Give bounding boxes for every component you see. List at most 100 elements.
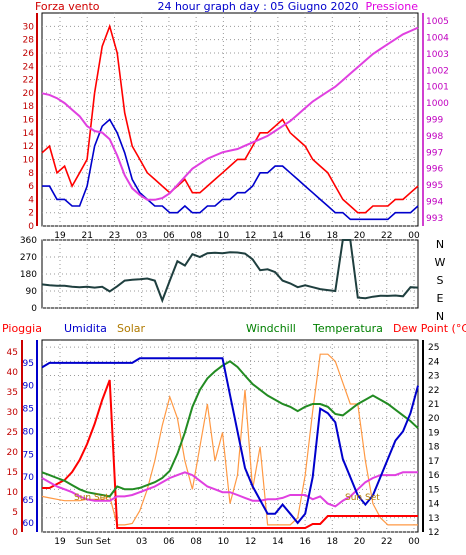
x-tick-label: 18 bbox=[327, 537, 339, 547]
x-tick-label: 21 bbox=[82, 231, 93, 241]
y-tick-rain: 20 bbox=[7, 448, 19, 458]
x-tick-label: 14 bbox=[272, 231, 284, 241]
x-tick-label: 03 bbox=[136, 537, 147, 547]
left-axis-label: Forza vento bbox=[35, 0, 100, 13]
y-tick-left: 90 bbox=[26, 287, 38, 297]
y-tick-right: 23 bbox=[428, 372, 439, 382]
compass-letter: N bbox=[436, 310, 444, 323]
x-tick-label: 00 bbox=[408, 537, 420, 547]
x-tick-label: 20 bbox=[354, 231, 366, 241]
legend-3: Pioggia Umidita Solar Windchill Temperatura D… bbox=[2, 322, 466, 335]
y-tick-left: 2 bbox=[28, 209, 34, 219]
y-tick-right: 996 bbox=[426, 165, 443, 175]
x-tick-label: 10 bbox=[218, 231, 230, 241]
legend-label: Umidita bbox=[64, 322, 107, 335]
x-tick-label: 14 bbox=[272, 537, 284, 547]
y-tick-right: 1002 bbox=[426, 66, 449, 76]
y-axis-right-1: 993 994 995 996 997 998 999 1000 1001 1002 1003 100… bbox=[422, 13, 449, 226]
y-tick-right: 18 bbox=[428, 443, 440, 453]
series-1 bbox=[41, 23, 419, 221]
y-tick-left: 270 bbox=[20, 253, 37, 263]
x-tick-label: 16 bbox=[299, 537, 311, 547]
y-tick-right: 1000 bbox=[426, 99, 449, 109]
y-tick-left: 28 bbox=[23, 36, 35, 46]
series-line-umidita bbox=[41, 357, 419, 525]
y-tick-humidity: 65 bbox=[23, 496, 34, 506]
chart-title: 24 hour graph day : 05 Giugno 2020 bbox=[157, 0, 358, 13]
x-tick-label: 22 bbox=[381, 231, 392, 241]
y-tick-rain: 30 bbox=[7, 408, 19, 418]
series-line-solar bbox=[41, 353, 418, 526]
wind-pressure-panel: Forza vento 24 hour graph day : 05 Giugn… bbox=[23, 0, 450, 241]
y-tick-right: 17 bbox=[428, 457, 439, 467]
y-tick-rain: 0 bbox=[12, 528, 18, 538]
y-tick-left: 360 bbox=[20, 236, 37, 246]
legend-label: Windchill bbox=[246, 322, 296, 335]
y-tick-left: 22 bbox=[23, 76, 34, 86]
series-2 bbox=[41, 239, 419, 304]
y-tick-right: 16 bbox=[428, 471, 440, 481]
y-axis-left-2: 0 90 180 270 360 bbox=[20, 236, 37, 314]
y-axis-humidity: 60 65 70 75 80 85 90 95 bbox=[23, 340, 38, 532]
y-axis-rain: 0 5 10 15 20 25 30 35 40 45 bbox=[7, 340, 23, 538]
legend-label: Dew Point (°C) bbox=[393, 322, 466, 335]
y-tick-humidity: 95 bbox=[23, 359, 34, 369]
x-axis-3: 19 Sun Set 03 06 08 10 12 14 16 18 20 22 00 bbox=[54, 537, 420, 547]
y-tick-rain: 10 bbox=[7, 488, 19, 498]
x-tick-label: 16 bbox=[299, 231, 311, 241]
y-tick-left: 6 bbox=[28, 182, 34, 192]
x-tick-label: 22 bbox=[381, 537, 392, 547]
y-tick-right: 22 bbox=[428, 386, 439, 396]
y-tick-right: 993 bbox=[426, 214, 443, 224]
sunset-annotation: Sun Set bbox=[74, 493, 109, 503]
y-tick-left: 14 bbox=[23, 129, 35, 139]
y-tick-rain: 40 bbox=[7, 368, 19, 378]
series-line-pressure bbox=[41, 26, 419, 201]
y-tick-rain: 45 bbox=[7, 348, 18, 358]
y-tick-right: 13 bbox=[428, 514, 439, 524]
y-tick-right: 1003 bbox=[426, 50, 449, 60]
y-tick-left: 20 bbox=[23, 89, 35, 99]
compass-letter: W bbox=[435, 256, 446, 269]
x-tick-label: 08 bbox=[190, 231, 202, 241]
compass-letter: E bbox=[437, 292, 444, 305]
annotations-3: Sun Set Sun Set bbox=[74, 493, 380, 503]
y-tick-humidity: 60 bbox=[23, 519, 35, 529]
y-tick-right: 998 bbox=[426, 132, 443, 142]
y-tick-humidity: 90 bbox=[23, 382, 35, 392]
y-tick-rain: 5 bbox=[12, 508, 18, 518]
y-tick-left: 26 bbox=[23, 49, 35, 59]
y-tick-left: 24 bbox=[23, 62, 35, 72]
y-tick-right: 12 bbox=[428, 528, 439, 538]
y-tick-left: 180 bbox=[20, 270, 37, 280]
y-tick-humidity: 75 bbox=[23, 450, 34, 460]
y-tick-right: 995 bbox=[426, 181, 443, 191]
y-tick-left: 30 bbox=[23, 22, 35, 32]
y-tick-left: 0 bbox=[31, 304, 37, 314]
x-tick-label: 19 bbox=[54, 231, 66, 241]
legend-label: Pioggia bbox=[2, 322, 42, 335]
y-tick-humidity: 85 bbox=[23, 405, 34, 415]
series-3 bbox=[41, 353, 419, 529]
y-tick-rain: 15 bbox=[7, 468, 18, 478]
y-tick-rain: 25 bbox=[7, 428, 18, 438]
compass-letter: N bbox=[436, 238, 444, 251]
y-tick-humidity: 80 bbox=[23, 427, 35, 437]
y-tick-rain: 35 bbox=[7, 388, 18, 398]
x-tick-label: Sun Set bbox=[76, 537, 111, 547]
y-tick-left: 0 bbox=[28, 222, 34, 232]
series-line-wind bbox=[42, 118, 419, 221]
x-tick-label: 20 bbox=[354, 537, 366, 547]
y-tick-right: 999 bbox=[426, 116, 443, 126]
x-tick-label: 08 bbox=[190, 537, 202, 547]
x-tick-label: 18 bbox=[327, 231, 339, 241]
y-tick-left: 4 bbox=[28, 195, 34, 205]
x-tick-label: 03 bbox=[136, 231, 147, 241]
y-tick-left: 12 bbox=[23, 142, 34, 152]
y-axis-right-3: 12 13 14 15 16 17 18 19 20 21 22 23 24 25 bbox=[422, 340, 440, 538]
series-line-direction bbox=[41, 239, 419, 304]
